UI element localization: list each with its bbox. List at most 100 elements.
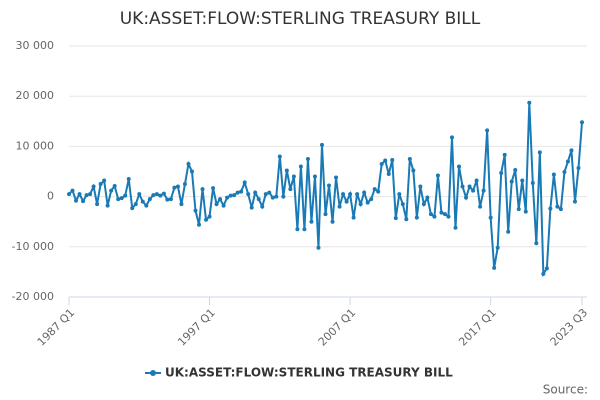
y-tick-label: -20 000	[12, 290, 54, 303]
point	[267, 190, 272, 195]
point	[411, 168, 416, 173]
point	[481, 188, 486, 193]
point	[390, 157, 395, 162]
legend-label: UK:ASSET:FLOW:STERLING TREASURY BILL	[165, 366, 453, 380]
point	[562, 170, 567, 175]
point	[193, 208, 198, 213]
point	[225, 195, 230, 200]
point	[520, 178, 525, 183]
point	[555, 204, 560, 209]
point	[449, 135, 454, 140]
y-tick-label: 0	[47, 190, 54, 203]
point	[88, 192, 93, 197]
point	[161, 191, 166, 196]
point	[98, 182, 103, 187]
point	[147, 197, 152, 202]
point	[428, 212, 433, 217]
point	[207, 214, 212, 219]
point	[548, 206, 553, 211]
point	[569, 148, 574, 153]
point	[239, 189, 244, 194]
point	[495, 245, 500, 250]
point	[565, 159, 570, 164]
point	[182, 182, 187, 187]
point	[116, 197, 121, 202]
point	[165, 197, 170, 202]
x-tick-label: 2007 Q1	[316, 306, 359, 349]
point	[474, 178, 479, 183]
point	[281, 194, 286, 199]
point	[186, 161, 191, 166]
x-tick-label: 2023 Q3	[548, 306, 591, 349]
point	[558, 207, 563, 212]
point	[130, 206, 135, 211]
point	[467, 184, 472, 189]
x-tick-label: 1987 Q1	[35, 306, 78, 349]
point	[168, 197, 173, 202]
point	[351, 215, 356, 220]
point	[126, 177, 131, 182]
x-tick-label: 2017 Q1	[456, 306, 499, 349]
point	[344, 199, 349, 204]
point	[228, 193, 233, 198]
point	[235, 190, 240, 195]
point	[242, 180, 247, 185]
point	[77, 192, 82, 197]
point	[435, 173, 440, 178]
point	[70, 188, 75, 193]
point	[432, 214, 437, 219]
point	[197, 222, 202, 227]
point	[439, 210, 444, 215]
point	[499, 171, 504, 176]
point	[506, 229, 511, 234]
series-line	[68, 102, 583, 278]
y-tick-label: -10 000	[12, 240, 54, 253]
point	[471, 188, 476, 193]
point	[397, 192, 402, 197]
point	[246, 192, 251, 197]
point	[74, 198, 79, 203]
point	[298, 164, 303, 169]
point	[464, 195, 469, 200]
point	[446, 214, 451, 219]
point	[112, 184, 117, 189]
point	[302, 227, 307, 232]
point	[541, 271, 546, 276]
point	[400, 202, 405, 207]
point	[119, 196, 124, 201]
point	[355, 192, 360, 197]
point	[369, 197, 374, 202]
point	[421, 202, 426, 207]
point	[580, 120, 584, 125]
point	[291, 174, 296, 179]
point	[144, 203, 149, 208]
point	[576, 165, 581, 170]
point	[305, 156, 310, 161]
point	[95, 202, 100, 207]
point	[572, 199, 577, 204]
point	[214, 202, 219, 207]
point	[457, 164, 462, 169]
point	[330, 219, 335, 224]
chart-title: UK:ASSET:FLOW:STERLING TREASURY BILL	[120, 9, 481, 29]
point	[372, 187, 377, 192]
point	[158, 193, 163, 198]
point	[274, 194, 279, 199]
point	[123, 193, 128, 198]
point	[260, 204, 265, 209]
point	[137, 192, 142, 197]
point	[418, 184, 423, 189]
point	[341, 192, 346, 197]
point	[442, 212, 447, 217]
point	[407, 156, 412, 161]
point	[537, 150, 542, 155]
source: Source:	[543, 383, 588, 397]
point	[221, 203, 226, 208]
point	[109, 188, 114, 193]
point	[478, 204, 483, 209]
point	[414, 215, 419, 220]
point	[133, 202, 138, 207]
point	[327, 183, 332, 188]
point	[516, 207, 521, 212]
